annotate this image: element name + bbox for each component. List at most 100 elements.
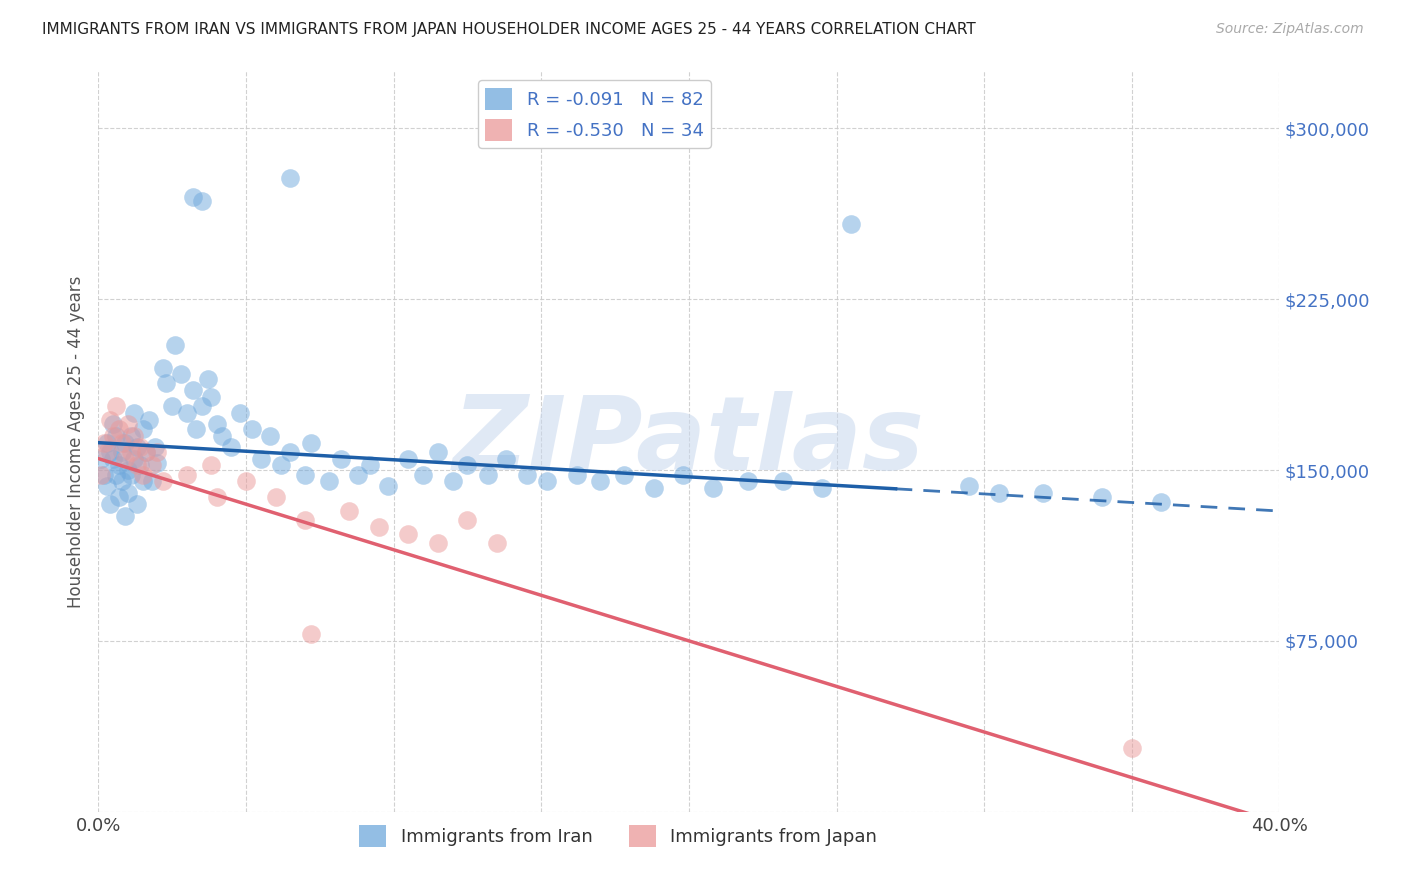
Point [111, 435, 134, 450]
Point [143, 440, 166, 454]
Point [702, 481, 724, 495]
Point [111, 444, 134, 458]
Point [108, 458, 131, 473]
Point [270, 458, 292, 473]
Point [486, 536, 509, 550]
Point [988, 485, 1011, 500]
Point [146, 456, 169, 470]
Point [176, 467, 198, 482]
Point [141, 475, 163, 489]
Point [93, 467, 115, 482]
Point [103, 417, 125, 432]
Point [565, 467, 588, 482]
Point [117, 417, 139, 432]
Point [427, 444, 450, 458]
Point [176, 406, 198, 420]
Point [170, 368, 193, 382]
Point [772, 475, 794, 489]
Point [810, 481, 832, 495]
Point [111, 475, 134, 489]
Point [359, 458, 381, 473]
Point [165, 337, 187, 351]
Point [120, 467, 142, 482]
Point [114, 451, 136, 466]
Point [152, 475, 174, 489]
Point [264, 491, 287, 505]
Point [128, 458, 150, 473]
Point [205, 491, 228, 505]
Point [235, 475, 257, 489]
Point [105, 429, 128, 443]
Point [211, 429, 233, 443]
Point [191, 194, 214, 209]
Point [643, 481, 665, 495]
Point [117, 485, 139, 500]
Point [299, 435, 322, 450]
Point [132, 467, 155, 482]
Point [90, 467, 112, 482]
Point [114, 508, 136, 523]
Point [377, 479, 399, 493]
Point [141, 458, 163, 473]
Point [613, 467, 636, 482]
Legend: Immigrants from Iran, Immigrants from Japan: Immigrants from Iran, Immigrants from Ja… [352, 818, 884, 855]
Point [457, 458, 479, 473]
Point [427, 536, 450, 550]
Point [117, 463, 139, 477]
Point [98, 497, 121, 511]
Point [146, 444, 169, 458]
Point [229, 406, 252, 420]
Y-axis label: Householder Income Ages 25 - 44 years: Householder Income Ages 25 - 44 years [66, 276, 84, 607]
Point [441, 475, 464, 489]
Point [125, 497, 148, 511]
Point [672, 467, 695, 482]
Point [412, 467, 434, 482]
Point [128, 440, 150, 454]
Point [114, 435, 136, 450]
Point [737, 475, 759, 489]
Point [181, 384, 204, 398]
Point [259, 429, 281, 443]
Point [1032, 485, 1054, 500]
Point [98, 413, 121, 427]
Point [120, 429, 142, 443]
Point [120, 444, 142, 458]
Text: Source: ZipAtlas.com: Source: ZipAtlas.com [1216, 22, 1364, 37]
Point [162, 399, 183, 413]
Point [398, 451, 420, 466]
Point [96, 479, 118, 493]
Point [93, 435, 115, 450]
Point [318, 475, 340, 489]
Point [96, 444, 118, 458]
Point [122, 429, 145, 443]
Point [90, 451, 112, 466]
Text: ZIPatlas: ZIPatlas [453, 391, 925, 492]
Text: IMMIGRANTS FROM IRAN VS IMMIGRANTS FROM JAPAN HOUSEHOLDER INCOME AGES 25 - 44 YE: IMMIGRANTS FROM IRAN VS IMMIGRANTS FROM … [42, 22, 976, 37]
Point [329, 451, 352, 466]
Point [495, 451, 517, 466]
Point [1091, 491, 1114, 505]
Point [477, 467, 499, 482]
Point [138, 413, 160, 427]
Point [398, 526, 420, 541]
Point [181, 189, 204, 203]
Point [152, 360, 174, 375]
Point [108, 422, 131, 436]
Point [135, 444, 157, 458]
Point [221, 440, 243, 454]
Point [536, 475, 558, 489]
Point [184, 422, 207, 436]
Point [457, 513, 479, 527]
Point [347, 467, 370, 482]
Point [240, 422, 263, 436]
Point [294, 467, 316, 482]
Point [103, 451, 125, 466]
Point [125, 458, 148, 473]
Point [105, 467, 128, 482]
Point [122, 406, 145, 420]
Point [280, 171, 302, 186]
Point [103, 429, 125, 443]
Point [250, 451, 273, 466]
Point [205, 417, 228, 432]
Point [1150, 495, 1173, 509]
